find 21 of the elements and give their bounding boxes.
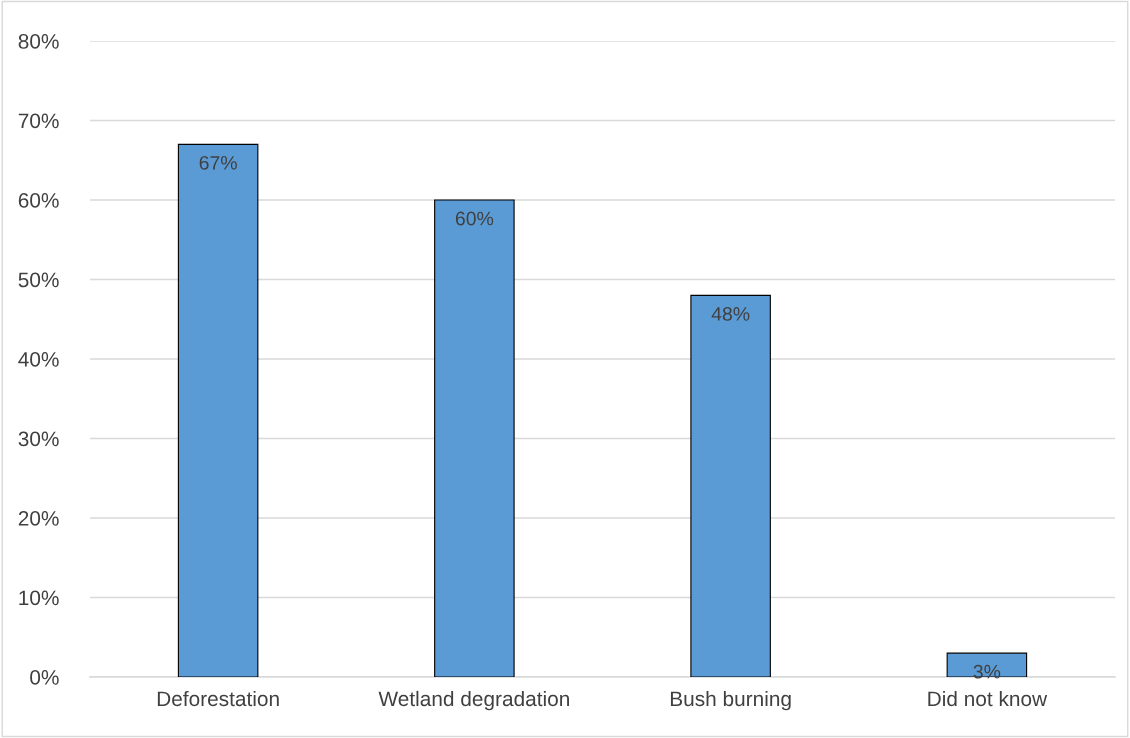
x-tick-label: Bush burning [670,690,791,711]
y-tick-label: 60% [18,193,59,208]
y-tick-label: 70% [18,113,59,129]
x-tick-label: Wetland degradation [378,690,569,711]
x-tick-label: Deforestation [157,690,279,707]
y-tick-label: 50% [18,272,59,288]
y-tick-label: 80% [18,34,59,49]
bar [177,143,259,677]
bar [690,294,771,677]
y-tick-label: 20% [18,511,59,526]
y-tick-label: 40% [18,352,59,367]
data-label: 60% [455,211,494,226]
y-tick-label: 10% [19,590,59,606]
data-label: 48% [711,307,750,321]
data-label: 3% [973,664,1001,679]
data-label: 67% [199,155,237,170]
y-tick-label: 0% [30,670,59,685]
x-tick-label: Did not know [928,690,1048,707]
bar [946,652,1028,677]
y-tick-label: 30% [18,431,59,447]
bar [434,199,515,677]
